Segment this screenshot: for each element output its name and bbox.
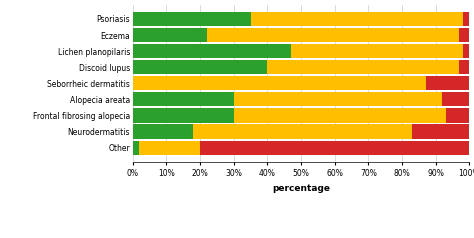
Bar [133,108,234,123]
X-axis label: percentage: percentage [272,184,330,193]
Bar [463,12,469,26]
Bar [133,76,426,90]
Bar [412,124,469,139]
Bar [459,60,469,74]
Bar [446,108,469,123]
Bar [133,60,267,74]
Bar [133,44,291,58]
Bar [139,141,200,155]
Bar [200,141,469,155]
Bar [250,12,463,26]
Bar [267,60,459,74]
Bar [234,108,446,123]
Bar [207,28,459,42]
Bar [442,92,469,106]
Bar [426,76,469,90]
Bar [133,12,250,26]
Legend: always, sometimes, never: always, sometimes, never [246,237,410,238]
Bar [133,124,193,139]
Bar [133,92,234,106]
Bar [193,124,412,139]
Bar [463,44,469,58]
Bar [291,44,463,58]
Bar [133,141,139,155]
Bar [133,28,207,42]
Bar [459,28,469,42]
Bar [234,92,442,106]
